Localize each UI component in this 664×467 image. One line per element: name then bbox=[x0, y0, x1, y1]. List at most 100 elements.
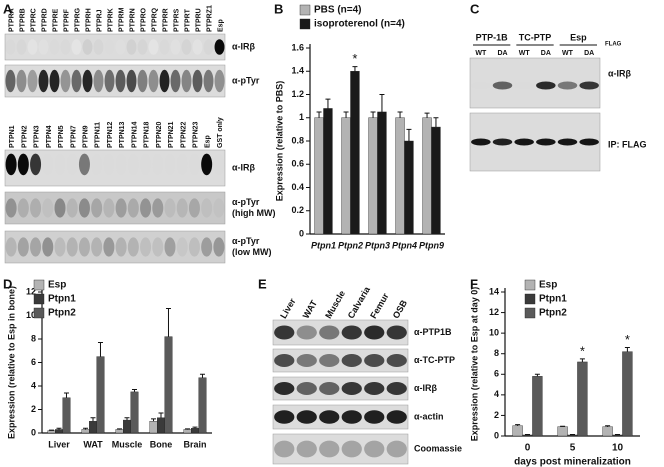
blot-band bbox=[579, 138, 599, 146]
blot-band bbox=[159, 69, 170, 93]
y-axis-label: Expression (relative to Esp at day 0) bbox=[469, 287, 479, 442]
blot-band bbox=[319, 382, 340, 395]
blot-band bbox=[557, 81, 578, 90]
blot-band bbox=[91, 198, 103, 218]
blot-band bbox=[71, 39, 82, 55]
blot-band bbox=[201, 198, 213, 218]
blot-band bbox=[214, 39, 225, 55]
error-bar bbox=[525, 433, 530, 435]
blot-band bbox=[91, 153, 103, 176]
lane-label: WAT bbox=[301, 298, 320, 320]
bar bbox=[47, 430, 56, 434]
bar bbox=[149, 421, 158, 434]
lane-label: PTPRC bbox=[30, 8, 37, 32]
blot-band bbox=[115, 69, 126, 93]
blot-band bbox=[78, 198, 90, 218]
y-tick-label: 1.4 bbox=[291, 66, 304, 76]
error-bar bbox=[579, 358, 585, 362]
error-bar bbox=[158, 412, 164, 418]
bar bbox=[157, 417, 165, 434]
blot-band bbox=[341, 325, 362, 340]
blot-band bbox=[42, 153, 54, 176]
blot-band bbox=[213, 237, 225, 257]
y-tick-label: 8 bbox=[31, 333, 36, 343]
legend-label: Ptpn1 bbox=[539, 294, 567, 305]
error-bar bbox=[165, 307, 171, 337]
lane-label: WT bbox=[519, 50, 531, 57]
blot-band bbox=[137, 39, 148, 55]
error-bar bbox=[406, 128, 412, 141]
blot-band bbox=[91, 237, 103, 257]
lane-label: PTPN14 bbox=[131, 121, 138, 148]
error-bar bbox=[185, 428, 191, 430]
blot-band bbox=[274, 325, 295, 340]
bar bbox=[115, 429, 124, 434]
antibody-label: Coomassie bbox=[414, 443, 462, 453]
lane-label: PTPRN bbox=[129, 8, 136, 32]
blot-band bbox=[579, 81, 599, 90]
blot-band bbox=[188, 153, 200, 176]
antibody-label: α-pTyr bbox=[232, 236, 260, 246]
y-tick-label: 6 bbox=[494, 369, 499, 379]
blot-band bbox=[30, 237, 42, 257]
antibody-label: α-IRβ bbox=[232, 41, 256, 51]
lane-label: Femur bbox=[368, 291, 391, 320]
blot-band bbox=[557, 138, 578, 146]
blot-band bbox=[176, 237, 188, 257]
blot-band bbox=[296, 440, 317, 458]
legend-label: Esp bbox=[539, 280, 557, 291]
lane-label: Liver bbox=[278, 296, 298, 320]
y-tick-label: 14 bbox=[489, 286, 499, 296]
lane-label: PTPN18 bbox=[144, 121, 151, 148]
blot-band bbox=[192, 39, 203, 55]
blot-band bbox=[274, 354, 295, 367]
blot-band bbox=[341, 440, 362, 458]
legend-swatch bbox=[524, 279, 536, 291]
error-bar bbox=[49, 429, 55, 431]
bar bbox=[341, 117, 351, 235]
lane-label: PTPN11 bbox=[95, 122, 102, 148]
legend-label: Esp bbox=[48, 280, 66, 291]
blot-band bbox=[514, 138, 534, 146]
blot-band bbox=[60, 39, 71, 55]
bar bbox=[557, 426, 568, 437]
error-bar bbox=[97, 342, 103, 357]
blot-band bbox=[364, 382, 385, 395]
antibody-label: α-TC-PTP bbox=[414, 355, 455, 365]
blot-band bbox=[66, 198, 78, 218]
lane-label: PTPN5 bbox=[58, 125, 65, 148]
blot-band bbox=[319, 354, 340, 367]
error-bar bbox=[343, 111, 349, 118]
blot-band bbox=[274, 440, 295, 458]
panel-label: A bbox=[3, 1, 13, 16]
y-tick-label: 10 bbox=[26, 310, 36, 320]
blot-band bbox=[30, 198, 42, 218]
x-tick-label: Bone bbox=[150, 439, 173, 449]
lane-label: PTPRZ1 bbox=[206, 5, 213, 32]
blot-band bbox=[5, 39, 16, 55]
lane-label: PTPN3 bbox=[34, 125, 41, 148]
x-tick-label: Ptpn2 bbox=[338, 240, 363, 250]
lane-label: DA bbox=[497, 50, 507, 57]
blot-band bbox=[536, 138, 556, 146]
blot-band bbox=[514, 81, 534, 90]
lane-label: PTPN22 bbox=[180, 121, 187, 148]
blot-band bbox=[115, 198, 127, 218]
panel-label: C bbox=[470, 1, 480, 16]
x-tick-label: WAT bbox=[83, 439, 103, 449]
blot-band bbox=[103, 198, 115, 218]
bar bbox=[164, 336, 173, 434]
blot-band bbox=[27, 69, 38, 93]
blot-band bbox=[296, 325, 317, 340]
blot-band bbox=[176, 153, 188, 176]
y-tick-label: 0 bbox=[494, 430, 499, 440]
blot bbox=[272, 404, 409, 430]
blot-band bbox=[170, 69, 181, 93]
blot-band bbox=[492, 138, 513, 146]
bar bbox=[96, 356, 105, 434]
blot-band bbox=[115, 237, 127, 257]
error-bar bbox=[63, 392, 69, 398]
blot-band bbox=[536, 81, 556, 90]
error-bar bbox=[615, 433, 620, 435]
